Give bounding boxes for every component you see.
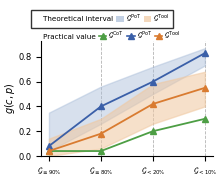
Y-axis label: $g(c, p)$: $g(c, p)$ — [3, 83, 17, 114]
Legend: Practical value, $\mathcal{G}^{\mathrm{CoT}}$, $\mathcal{G}^{\mathrm{PoT}}$, $\m: Practical value, $\mathcal{G}^{\mathrm{C… — [31, 27, 184, 45]
